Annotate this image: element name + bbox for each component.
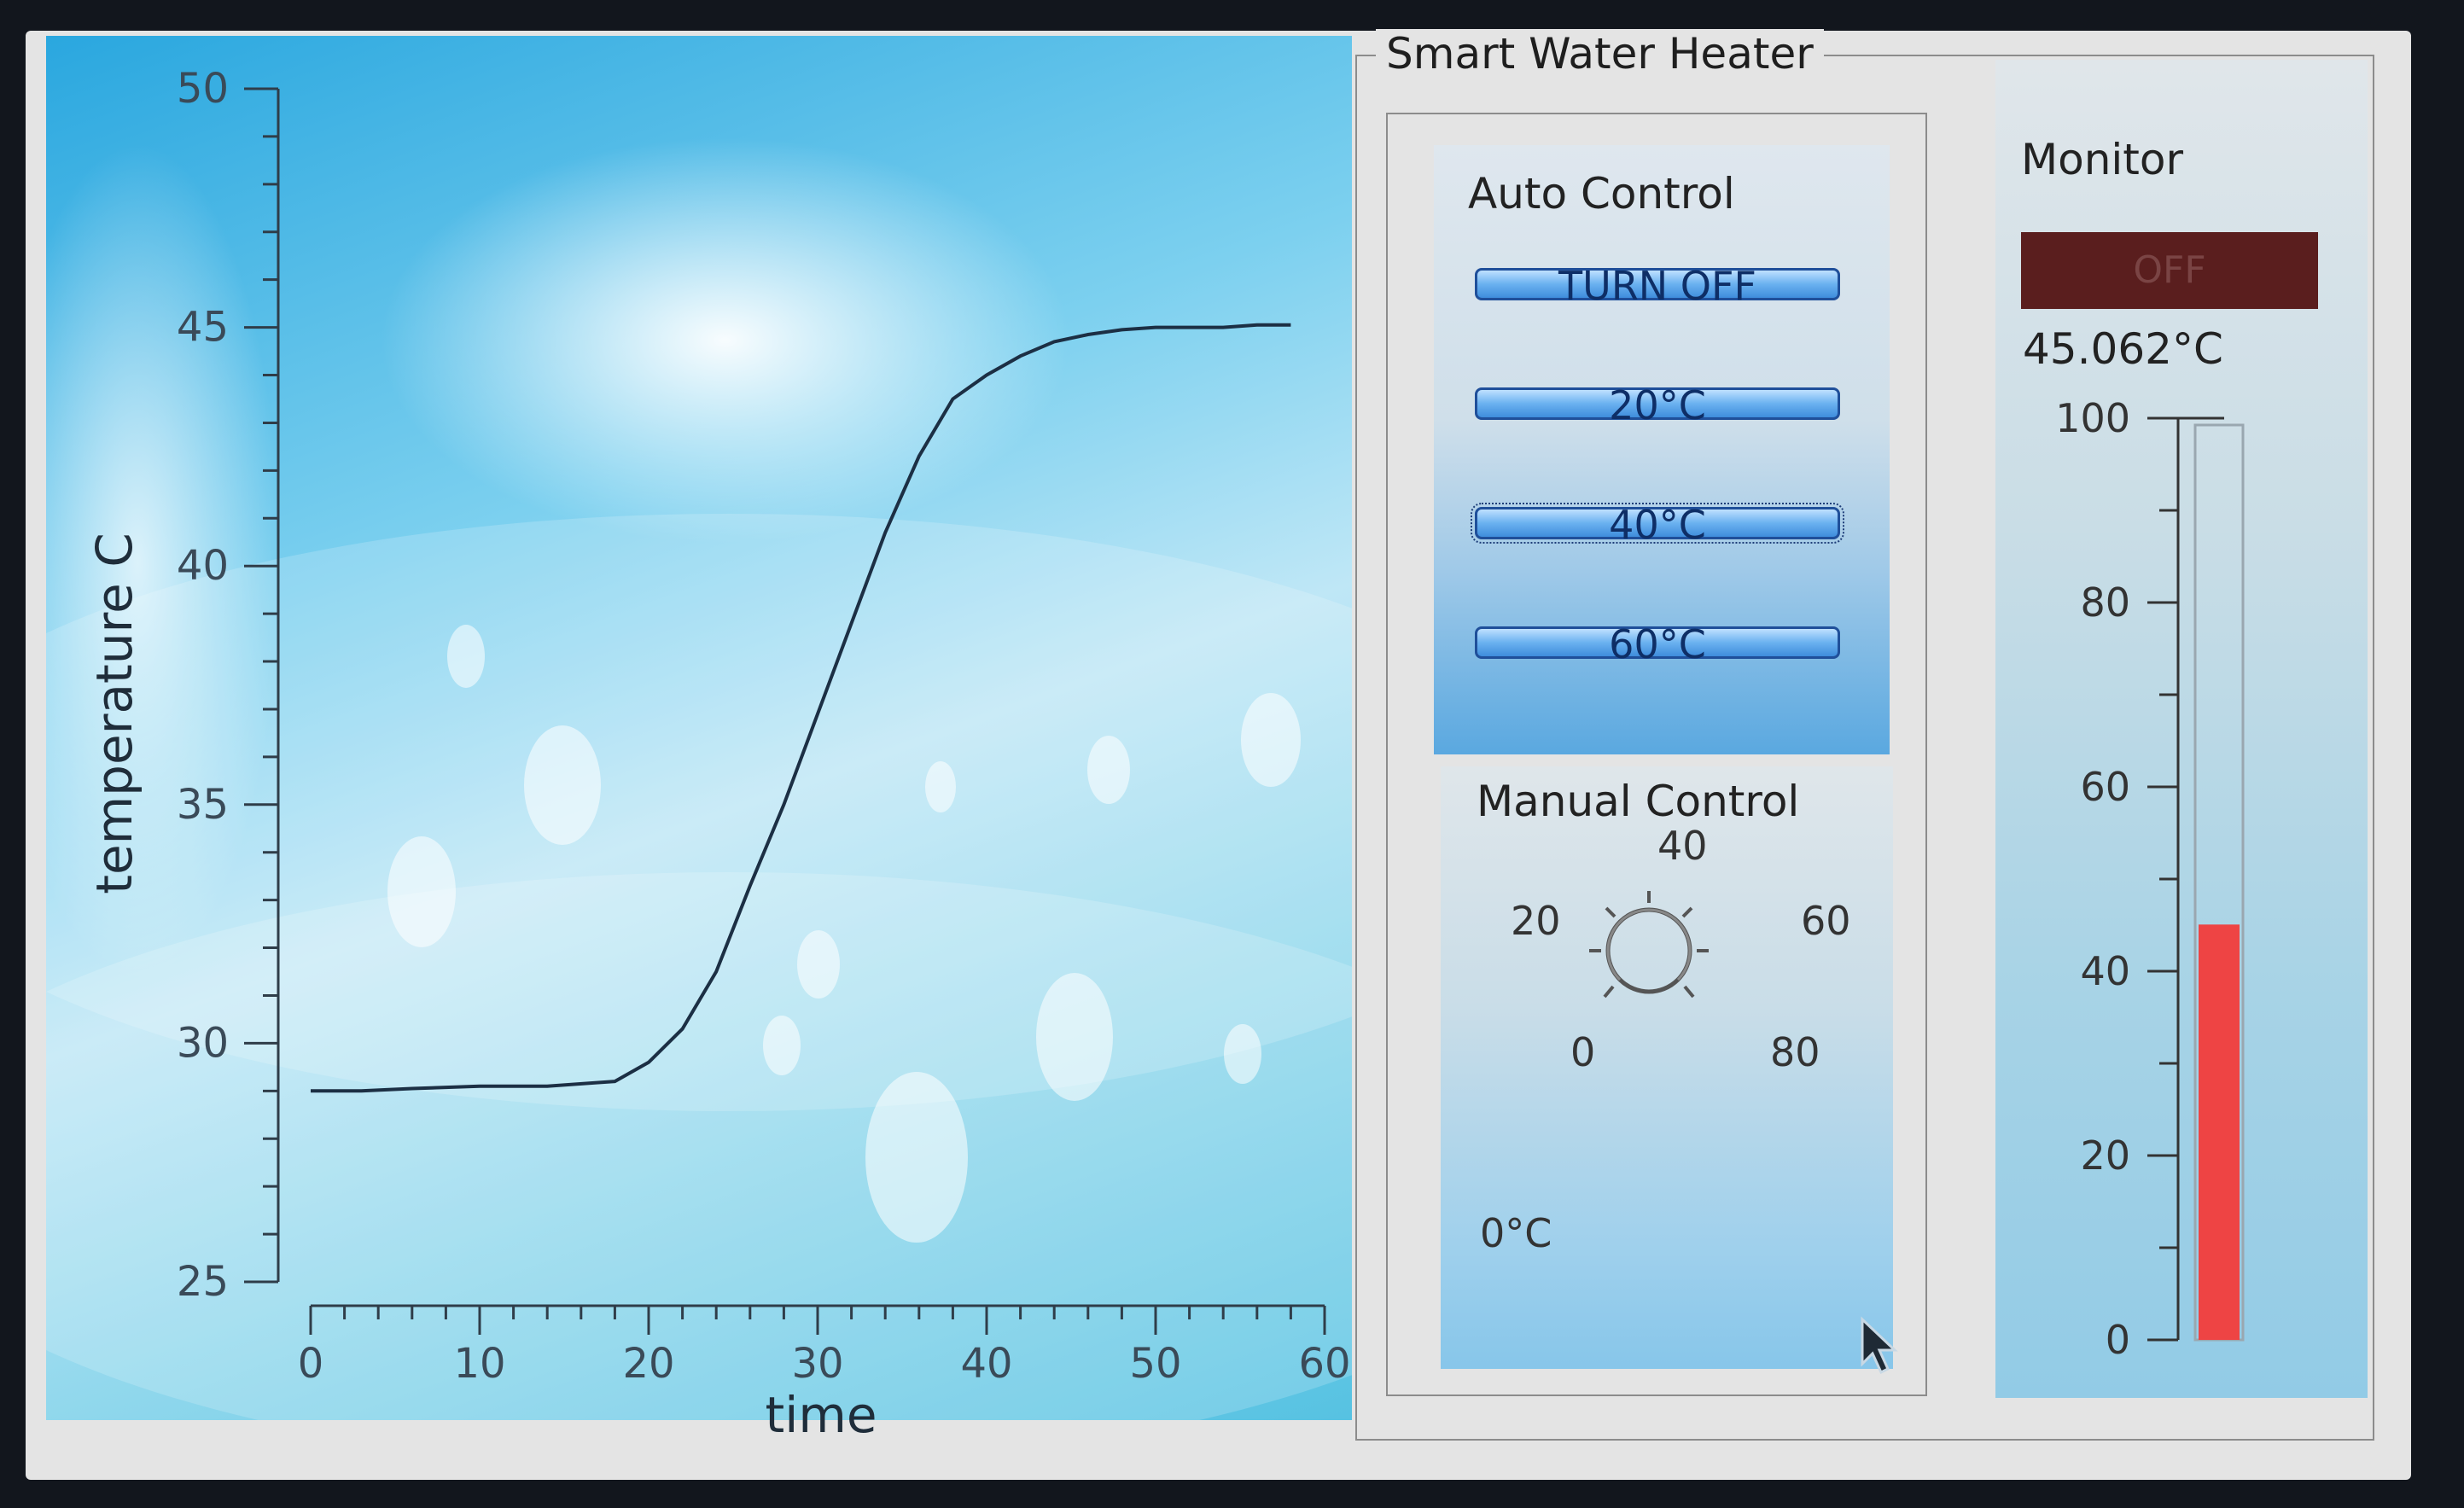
thermometer-scale: 0 20 40 60 80 100 <box>2055 395 2224 1363</box>
temperature-line-chart: 25 30 35 40 45 50 0 10 20 30 40 50 60 temperature C… <box>85 65 1351 1444</box>
y-tick-label: 45 <box>177 304 229 352</box>
x-tick-label: 50 <box>1129 1340 1181 1388</box>
manual-setpoint-value: 0°C <box>1480 1210 1552 1256</box>
background-bubble <box>387 836 456 947</box>
y-tick-label: 25 <box>177 1258 229 1306</box>
current-temperature-readout: 45.062°C <box>2023 324 2223 374</box>
background-wave <box>46 872 1352 1420</box>
background-bubble <box>1241 693 1301 787</box>
heater-status-indicator: OFF <box>2021 232 2318 309</box>
x-tick-label: 60 <box>1298 1340 1350 1388</box>
y-tick-label: 35 <box>177 781 229 829</box>
group-title: Smart Water Heater <box>1376 29 1824 79</box>
auto-control-title: Auto Control <box>1468 169 1735 218</box>
background-bubble <box>1224 1024 1261 1084</box>
temperature-series-line <box>311 323 1291 1093</box>
dial-label-20: 20 <box>1511 898 1561 944</box>
thermometer-gauge: 0 20 40 60 80 100 <box>2055 395 2245 1363</box>
manual-control-title: Manual Control <box>1477 777 1800 826</box>
y-tick-label: 50 <box>177 65 229 113</box>
thermometer-tick-label: 0 <box>2106 1317 2130 1363</box>
manual-control-panel <box>1441 766 1893 1369</box>
thermometer-tick-label: 60 <box>2080 764 2130 810</box>
turn-off-button[interactable]: TURN OFF <box>1475 266 1840 306</box>
background-bubble <box>925 761 956 812</box>
background-bubble <box>763 1016 801 1075</box>
background-bubble <box>447 625 485 688</box>
monitor-title: Monitor <box>2021 135 2184 184</box>
dial-label-40: 40 <box>1657 823 1708 869</box>
set-60c-button[interactable]: 60°C <box>1475 625 1840 664</box>
smart-water-heater-group <box>1355 55 2374 1441</box>
x-tick-label: 30 <box>791 1340 843 1388</box>
temperature-chart-panel <box>46 36 1352 1420</box>
background-bubble <box>1036 973 1113 1101</box>
x-tick-label: 10 <box>453 1340 505 1388</box>
background-bubble <box>1087 736 1130 804</box>
x-axis: 0 10 20 30 40 50 60 <box>298 1304 1351 1388</box>
y-axis: 25 30 35 40 45 50 <box>177 65 280 1306</box>
thermometer-tick-label: 40 <box>2080 948 2130 994</box>
thermometer-tick-label: 80 <box>2080 579 2130 626</box>
dial-label-60: 60 <box>1801 898 1851 944</box>
mouse-cursor-icon <box>1861 1316 1898 1375</box>
control-frame <box>1386 113 1927 1396</box>
background-bubble <box>524 725 601 845</box>
y-axis-title: temperature C <box>85 533 143 894</box>
y-tick-label: 40 <box>177 542 229 590</box>
dial-label-80: 80 <box>1770 1029 1820 1075</box>
x-tick-label: 20 <box>622 1340 674 1388</box>
background-bubble <box>797 930 840 999</box>
set-20c-button[interactable]: 20°C <box>1475 386 1840 425</box>
y-tick-label: 30 <box>177 1019 229 1067</box>
thermometer-tick-label: 100 <box>2055 395 2130 441</box>
x-tick-label: 0 <box>298 1340 324 1388</box>
background-bubble <box>865 1072 968 1243</box>
temperature-dial[interactable] <box>1589 891 1709 1010</box>
x-tick-label: 40 <box>960 1340 1012 1388</box>
x-axis-title: time <box>765 1386 877 1444</box>
thermometer-tick-label: 20 <box>2080 1132 2130 1179</box>
thermometer-fill <box>2199 924 2240 1340</box>
dial-label-0: 0 <box>1570 1029 1596 1075</box>
set-40c-button[interactable]: 40°C <box>1471 503 1844 544</box>
